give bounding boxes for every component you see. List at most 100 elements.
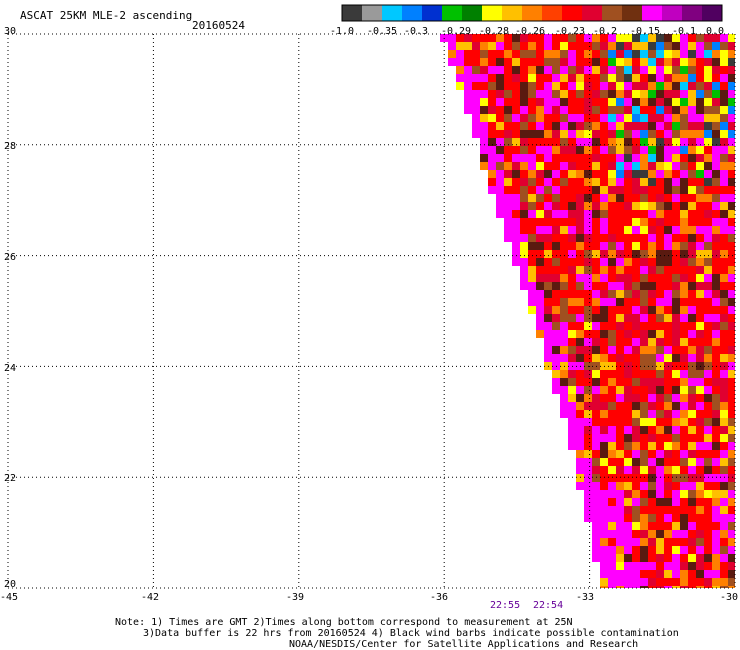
swath-cell — [584, 282, 592, 290]
swath-cell — [512, 82, 520, 90]
swath-cell — [640, 514, 648, 522]
swath-cell — [536, 202, 544, 210]
swath-cell — [720, 42, 728, 50]
swath-cell — [712, 42, 720, 50]
swath-cell — [648, 58, 656, 66]
swath-cell — [704, 178, 712, 186]
swath-cell — [496, 98, 504, 106]
swath-cell — [648, 554, 656, 562]
colorbar-label: -0.3 — [403, 26, 429, 37]
swath-cell — [664, 530, 672, 538]
swath-cell — [576, 194, 584, 202]
swath-cell — [624, 58, 632, 66]
swath-cell — [680, 426, 688, 434]
swath-cell — [600, 426, 608, 434]
swath-cell — [512, 122, 520, 130]
swath-cell — [672, 322, 680, 330]
swath-cell — [536, 154, 544, 162]
swath-cell — [632, 290, 640, 298]
swath-cell — [456, 42, 464, 50]
swath-cell — [512, 194, 520, 202]
swath-cell — [640, 258, 648, 266]
swath-cell — [640, 82, 648, 90]
swath-cell — [640, 498, 648, 506]
swath-cell — [656, 378, 664, 386]
swath-cell — [528, 282, 536, 290]
swath-cell — [656, 314, 664, 322]
swath-cell — [680, 530, 688, 538]
swath-cell — [632, 90, 640, 98]
swath-cell — [680, 122, 688, 130]
swath-cell — [592, 522, 600, 530]
swath-cell — [656, 402, 664, 410]
swath-cell — [576, 66, 584, 74]
swath-cell — [712, 402, 720, 410]
swath-cell — [712, 338, 720, 346]
swath-cell — [624, 466, 632, 474]
swath-cell — [600, 186, 608, 194]
swath-cell — [624, 154, 632, 162]
swath-cell — [656, 474, 664, 482]
swath-cell — [512, 66, 520, 74]
swath-cell — [728, 346, 735, 354]
swath-cell — [600, 434, 608, 442]
swath-cell — [664, 354, 672, 362]
swath-cell — [576, 58, 584, 66]
swath-cell — [520, 266, 528, 274]
swath-cell — [608, 482, 616, 490]
swath-cell — [592, 482, 600, 490]
swath-cell — [552, 314, 560, 322]
swath-cell — [712, 522, 720, 530]
swath-cell — [672, 74, 680, 82]
swath-cell — [680, 546, 688, 554]
swath-cell — [688, 418, 696, 426]
swath-cell — [640, 146, 648, 154]
swath-cell — [704, 482, 712, 490]
swath-cell — [560, 242, 568, 250]
swath-cell — [648, 418, 656, 426]
swath-cell — [544, 66, 552, 74]
swath-cell — [656, 274, 664, 282]
swath-cell — [616, 98, 624, 106]
swath-cell — [712, 370, 720, 378]
swath-cell — [552, 290, 560, 298]
swath-cell — [648, 530, 656, 538]
swath-cell — [616, 178, 624, 186]
swath-cell — [600, 66, 608, 74]
swath-cell — [640, 162, 648, 170]
swath-cell — [688, 298, 696, 306]
swath-cell — [696, 466, 704, 474]
swath-cell — [608, 402, 616, 410]
swath-cell — [536, 282, 544, 290]
swath-cell — [728, 394, 735, 402]
swath-cell — [472, 106, 480, 114]
swath-cell — [720, 66, 728, 74]
swath-cell — [640, 410, 648, 418]
colorbar-segment — [482, 5, 503, 21]
swath-cell — [648, 562, 656, 570]
swath-cell — [728, 570, 735, 578]
swath-cell — [680, 170, 688, 178]
swath-cell — [664, 90, 672, 98]
swath-cell — [560, 82, 568, 90]
swath-cell — [720, 354, 728, 362]
swath-cell — [664, 490, 672, 498]
swath-cell — [728, 418, 735, 426]
swath-cell — [536, 226, 544, 234]
swath-cell — [608, 466, 616, 474]
swath-cell — [616, 266, 624, 274]
swath-cell — [632, 370, 640, 378]
swath-cell — [704, 306, 712, 314]
swath-cell — [688, 58, 696, 66]
swath-cell — [720, 322, 728, 330]
swath-cell — [488, 114, 496, 122]
swath-cell — [528, 266, 536, 274]
swath-cell — [552, 162, 560, 170]
swath-cell — [520, 242, 528, 250]
swath-cell — [616, 586, 624, 588]
swath-cell — [696, 538, 704, 546]
swath-cell — [576, 154, 584, 162]
swath-cell — [592, 194, 600, 202]
swath-cell — [728, 450, 735, 458]
swath-cell — [488, 122, 496, 130]
